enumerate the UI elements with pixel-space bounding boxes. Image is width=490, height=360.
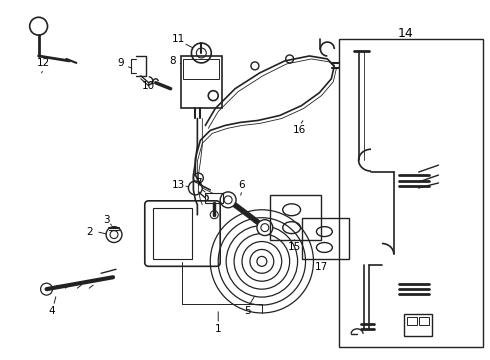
Bar: [418, 317, 429, 325]
Circle shape: [220, 192, 236, 208]
Text: 6: 6: [239, 180, 245, 190]
Text: 16: 16: [293, 125, 306, 135]
Text: 13: 13: [172, 180, 185, 190]
Text: 5: 5: [245, 306, 251, 316]
Text: 17: 17: [315, 262, 328, 272]
Bar: [407, 317, 416, 325]
Bar: [301, 218, 349, 260]
Text: 9: 9: [118, 58, 124, 68]
Bar: [404, 314, 432, 336]
Text: 2: 2: [86, 226, 93, 237]
Bar: [180, 56, 222, 108]
Text: 1: 1: [215, 324, 221, 334]
Text: 3: 3: [103, 215, 109, 225]
Bar: [183, 59, 219, 79]
Text: 8: 8: [169, 56, 176, 66]
Text: 4: 4: [48, 306, 55, 316]
Text: 11: 11: [172, 34, 185, 44]
Bar: [270, 195, 321, 239]
Text: 14: 14: [398, 27, 414, 40]
Text: 15: 15: [288, 243, 301, 252]
Text: 12: 12: [37, 58, 50, 68]
Text: 7: 7: [195, 178, 202, 188]
Bar: [339, 39, 483, 347]
Text: 10: 10: [142, 81, 155, 91]
Bar: [153, 208, 193, 260]
Circle shape: [257, 220, 273, 235]
Bar: [205, 193, 223, 203]
